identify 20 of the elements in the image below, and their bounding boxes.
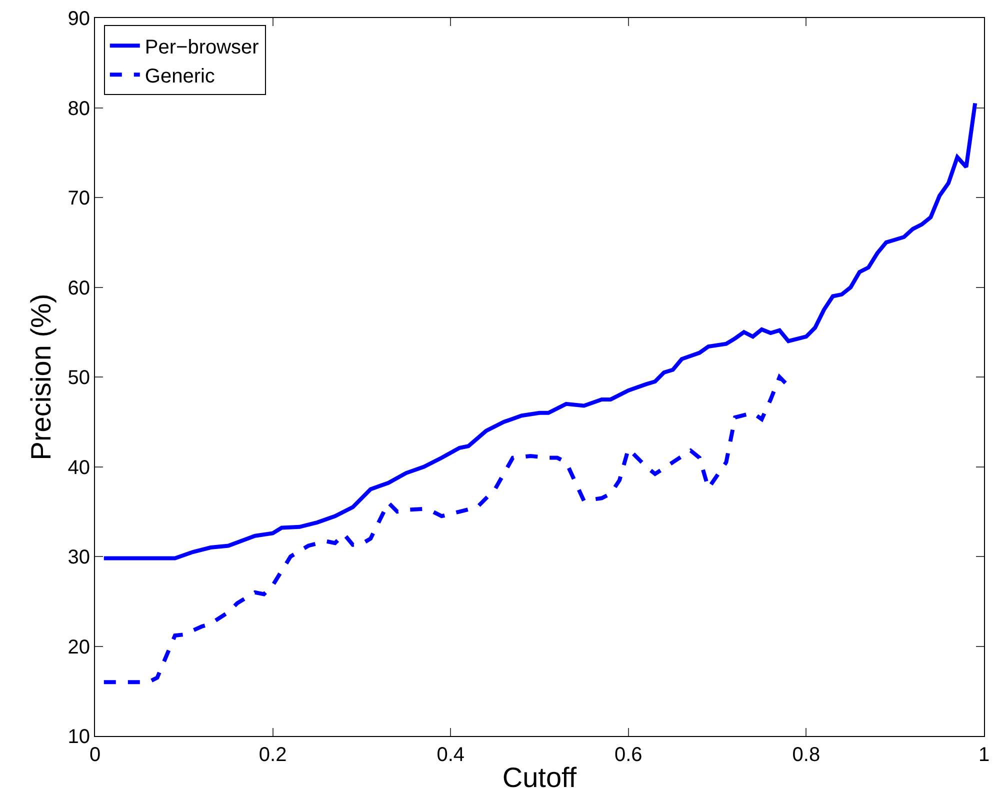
y-tick-label: 50 bbox=[68, 367, 90, 389]
y-tick-label: 20 bbox=[68, 636, 90, 658]
x-tick-label: 0.4 bbox=[436, 744, 465, 766]
y-tick-label: 60 bbox=[68, 277, 90, 300]
y-tick-label: 80 bbox=[68, 98, 90, 120]
line-series bbox=[102, 101, 978, 560]
y-tick-label: 90 bbox=[68, 8, 90, 30]
x-tick-label: 0.2 bbox=[258, 744, 287, 766]
legend-label: Generic bbox=[144, 65, 215, 88]
y-tick-label: 30 bbox=[68, 546, 90, 568]
x-tick-label: 0 bbox=[89, 744, 101, 766]
x-axis-title: Cutoff bbox=[502, 762, 577, 794]
y-tick-label: 70 bbox=[68, 188, 90, 210]
legend-label: Per−browser bbox=[144, 36, 260, 58]
x-tick-label: 1 bbox=[978, 744, 990, 766]
x-tick-label: 0.8 bbox=[792, 744, 820, 766]
y-tick-label: 40 bbox=[68, 456, 90, 479]
x-tick-label: 0.6 bbox=[614, 744, 642, 766]
y-tick-label: 10 bbox=[68, 726, 90, 748]
y-axis-title: Precision (%) bbox=[25, 294, 56, 460]
